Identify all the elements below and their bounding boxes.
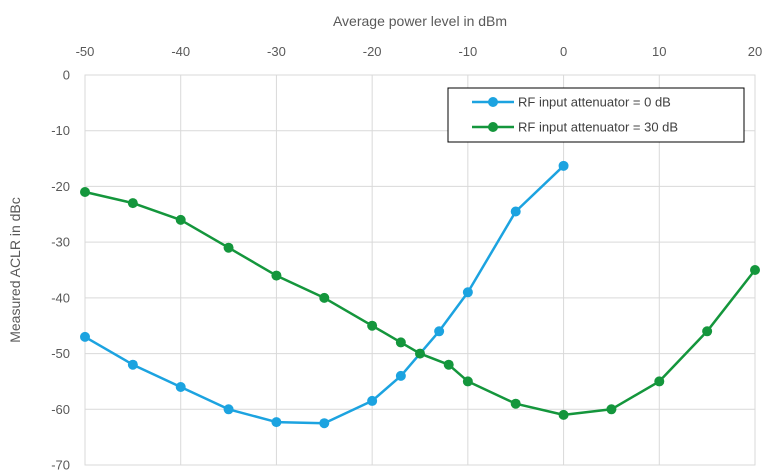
y-tick-labels: 0 -10 -20 -30 -40 -50 -60 -70 — [51, 68, 70, 472]
x-tick-label: 20 — [748, 44, 762, 59]
series-2 — [80, 187, 760, 420]
x-tick-label: 0 — [560, 44, 567, 59]
x-tick-label: -30 — [267, 44, 286, 59]
data-point — [702, 326, 713, 337]
y-tick-label: -10 — [51, 123, 70, 138]
data-point — [271, 270, 282, 281]
data-point — [462, 287, 473, 298]
data-series — [80, 160, 760, 429]
x-tick-label: 10 — [652, 44, 666, 59]
x-tick-label: -40 — [171, 44, 190, 59]
data-point — [127, 198, 138, 209]
legend: RF input attenuator = 0 dB RF input atten… — [447, 87, 745, 143]
data-point — [558, 409, 569, 420]
legend-box — [447, 87, 745, 143]
data-point — [80, 331, 90, 342]
series-1 — [80, 160, 569, 429]
data-point — [510, 206, 521, 217]
y-tick-label: -70 — [51, 458, 70, 472]
data-point — [654, 376, 665, 387]
series-line — [84, 164, 565, 425]
legend-label: RF input attenuator = 30 dB — [518, 120, 678, 135]
x-tick-label: -20 — [363, 44, 382, 59]
data-point — [510, 398, 521, 409]
data-point — [434, 326, 445, 337]
data-point — [395, 337, 406, 348]
data-point — [80, 187, 90, 197]
data-point — [127, 359, 138, 370]
data-point — [271, 417, 282, 428]
legend-swatch-marker — [488, 122, 498, 132]
data-point — [223, 404, 234, 415]
data-point — [443, 359, 454, 370]
data-point — [750, 265, 760, 275]
data-point — [606, 404, 617, 415]
data-point — [175, 214, 186, 225]
y-tick-label: -50 — [51, 346, 70, 361]
data-point — [367, 395, 378, 406]
x-tick-label: -50 — [76, 44, 95, 59]
y-tick-label: -60 — [51, 402, 70, 417]
y-tick-label: -40 — [51, 290, 70, 305]
x-axis-title: Average power level in dBm — [333, 13, 507, 29]
x-tick-labels: -50 -40 -30 -20 -10 0 10 20 — [76, 44, 763, 59]
x-tick-label: -10 — [458, 44, 477, 59]
data-point — [319, 292, 330, 303]
data-point — [223, 242, 234, 253]
legend-label: RF input attenuator = 0 dB — [518, 95, 671, 110]
data-point — [319, 418, 330, 429]
y-tick-label: 0 — [63, 68, 70, 83]
data-point — [175, 382, 186, 392]
data-point — [395, 370, 406, 381]
y-tick-label: -30 — [51, 235, 70, 250]
data-point — [558, 160, 569, 171]
data-point — [415, 348, 425, 359]
data-point — [462, 376, 473, 387]
data-point — [367, 320, 378, 331]
y-axis-title: Measured ACLR in dBc — [7, 197, 23, 343]
legend-swatch-marker — [488, 97, 498, 107]
y-tick-label: -20 — [51, 179, 70, 194]
